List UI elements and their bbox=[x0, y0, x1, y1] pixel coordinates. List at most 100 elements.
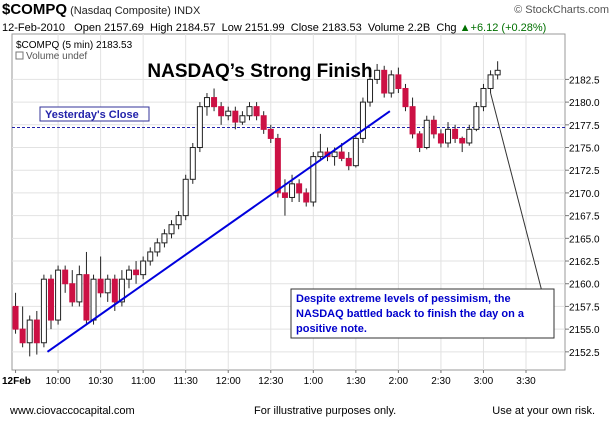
x-tick-label: 12:00 bbox=[216, 376, 241, 387]
candle-up bbox=[445, 128, 452, 144]
open-label: Open bbox=[74, 22, 102, 34]
note-box bbox=[290, 288, 555, 339]
headline: NASDAQ’s Strong Finish bbox=[147, 61, 372, 82]
candle-up bbox=[367, 78, 374, 103]
y-tick-label: 2155.0 bbox=[569, 325, 600, 336]
candle-up bbox=[352, 137, 359, 167]
y-tick-label: 2160.0 bbox=[569, 280, 600, 291]
y-tick-label: 2182.5 bbox=[569, 75, 600, 86]
date-label: 12-Feb-2010 bbox=[2, 22, 65, 34]
candle-up bbox=[203, 97, 210, 108]
legend-series: $COMPQ (5 min) 2183.53 bbox=[16, 40, 133, 51]
x-axis: 12Feb 10:00 10:30 11:00 11:30 12:00 12:30 1:00 1… bbox=[2, 370, 536, 387]
x-tick-label: 10:30 bbox=[88, 376, 113, 387]
candle-up bbox=[388, 74, 395, 94]
x-tick-label: 2:30 bbox=[431, 376, 451, 387]
x-tick-label: 1:00 bbox=[304, 376, 324, 387]
candle-up bbox=[26, 319, 33, 344]
brand-label: © StockCharts.com bbox=[514, 4, 609, 16]
high-label: High bbox=[150, 22, 173, 34]
chg-arrow-icon: ▲ bbox=[459, 22, 471, 34]
x-tick-label: 3:30 bbox=[516, 376, 536, 387]
candle-up bbox=[90, 278, 97, 321]
y-tick-label: 2180.0 bbox=[569, 98, 600, 109]
ohlc-summary: 12-Feb-2010 Open 2157.69 High 2184.57 Lo… bbox=[2, 22, 546, 34]
candle-down bbox=[416, 133, 423, 149]
candle-up bbox=[104, 278, 111, 294]
legend: $COMPQ (5 min) 2183.53 Volume undef bbox=[15, 40, 133, 62]
y-tick-label: 2162.5 bbox=[569, 257, 600, 268]
candle-up bbox=[175, 215, 182, 226]
candle-down bbox=[111, 278, 118, 303]
footer-disclaimer: For illustrative purposes only. bbox=[254, 405, 397, 417]
candle-up bbox=[125, 269, 132, 280]
candle-up bbox=[423, 119, 430, 149]
footer-risk: Use at your own risk. bbox=[492, 405, 595, 417]
candle-down bbox=[296, 183, 303, 194]
candle-up bbox=[168, 224, 175, 235]
trendline bbox=[46, 110, 391, 353]
candle-down bbox=[338, 151, 345, 159]
note-line-2: NASDAQ battled back to finish the day on… bbox=[296, 308, 525, 320]
candle-down bbox=[303, 192, 310, 203]
x-tick-label: 12:30 bbox=[258, 376, 283, 387]
candle-up bbox=[196, 106, 203, 149]
candle-up bbox=[76, 274, 83, 303]
note-line-1: Despite extreme levels of pessimism, the bbox=[296, 293, 511, 305]
candle-up bbox=[55, 269, 62, 321]
candle-up bbox=[487, 74, 494, 89]
candle-down bbox=[211, 97, 218, 108]
candle-up bbox=[189, 147, 196, 180]
candle-up bbox=[182, 178, 189, 217]
note-line-3: positive note. bbox=[296, 323, 367, 335]
candle-down bbox=[281, 192, 288, 198]
y-tick-label: 2165.0 bbox=[569, 234, 600, 245]
y-tick-label: 2167.5 bbox=[569, 212, 600, 223]
candle-down bbox=[69, 283, 76, 303]
low-label: Low bbox=[221, 22, 242, 34]
candle-up bbox=[289, 183, 296, 198]
candle-down bbox=[97, 278, 104, 294]
x-tick-label: 10:00 bbox=[46, 376, 71, 387]
candle-down bbox=[381, 69, 388, 94]
y-tick-label: 2157.5 bbox=[569, 302, 600, 313]
high-value: 2184.57 bbox=[175, 22, 216, 34]
candle-up bbox=[480, 87, 487, 108]
candle-down bbox=[260, 115, 267, 130]
candle-up bbox=[225, 110, 232, 117]
candle-up bbox=[140, 260, 147, 276]
candle-down bbox=[218, 106, 225, 117]
candle-down bbox=[267, 128, 274, 139]
y-tick-label: 2177.5 bbox=[569, 121, 600, 132]
chart-header: $COMPQ (Nasdaq Composite) INDX bbox=[2, 1, 200, 18]
candle-down bbox=[274, 137, 281, 194]
close-label: Close bbox=[290, 22, 319, 34]
candle-down bbox=[232, 110, 239, 123]
candle-down bbox=[47, 278, 54, 321]
volume-value: 2.2B bbox=[407, 22, 431, 34]
x-tick-label: 12Feb bbox=[2, 376, 31, 387]
close-value: 2183.53 bbox=[321, 22, 362, 34]
candle-up bbox=[147, 251, 154, 262]
candle-up bbox=[374, 69, 381, 80]
y-tick-label: 2152.5 bbox=[569, 348, 600, 359]
candle-up bbox=[154, 242, 161, 253]
candle-up bbox=[40, 278, 47, 344]
candle-up bbox=[161, 233, 168, 244]
open-value: 2157.69 bbox=[104, 22, 144, 34]
candle-down bbox=[83, 274, 90, 321]
candle-up bbox=[118, 278, 125, 303]
y-tick-label: 2175.0 bbox=[569, 144, 600, 155]
candle-down bbox=[19, 328, 26, 344]
candle-up bbox=[239, 115, 246, 123]
candle-up bbox=[246, 106, 253, 117]
candle-down bbox=[12, 305, 19, 330]
chg-label: Chg bbox=[436, 22, 457, 34]
candle-down bbox=[133, 269, 140, 276]
volume-legend-swatch bbox=[15, 51, 24, 60]
legend-volume: Volume undef bbox=[26, 51, 87, 62]
candle-up bbox=[317, 151, 324, 158]
footer-site: www.ciovaccocapital.com bbox=[10, 405, 135, 417]
candle-down bbox=[430, 119, 437, 135]
